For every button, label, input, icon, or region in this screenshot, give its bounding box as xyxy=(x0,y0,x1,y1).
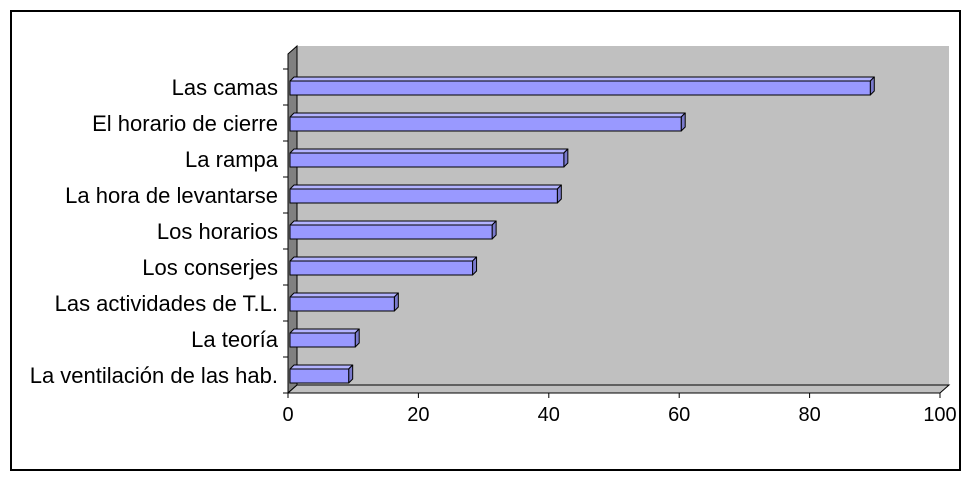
bar-top-face xyxy=(289,220,497,226)
bar-front-face xyxy=(289,296,395,312)
category-label: Las actividades de T.L. xyxy=(55,291,278,316)
bar xyxy=(289,328,360,348)
floor xyxy=(286,384,951,394)
bar-top-face xyxy=(289,364,354,370)
bar-end-face xyxy=(348,364,354,384)
bar-top-face xyxy=(289,292,399,298)
bar xyxy=(289,256,478,276)
bar-end-face xyxy=(354,328,360,348)
bar-end-face xyxy=(563,148,569,168)
x-tick-label: 0 xyxy=(282,404,293,426)
category-label: La teoría xyxy=(191,327,279,352)
bar-end-face xyxy=(472,256,478,276)
category-label: La hora de levantarse xyxy=(65,183,278,208)
bar-top-face xyxy=(289,112,686,118)
bar-top-face xyxy=(289,148,569,154)
bar xyxy=(289,112,686,132)
x-tick-label: 100 xyxy=(923,404,956,426)
bar xyxy=(289,292,399,312)
chart-area-border xyxy=(10,10,961,471)
bar xyxy=(289,184,562,204)
bar-end-face xyxy=(393,292,399,312)
bar-top-face xyxy=(289,76,875,82)
back-wall xyxy=(297,46,949,385)
bar-front-face xyxy=(289,260,474,276)
bar xyxy=(289,76,875,96)
x-tick-label: 40 xyxy=(538,404,560,426)
x-tick-label: 60 xyxy=(668,404,690,426)
category-label: Las camas xyxy=(172,75,278,100)
bar-top-face xyxy=(289,184,562,190)
bar-end-face xyxy=(491,220,497,240)
bar-front-face xyxy=(289,368,350,384)
bar-end-face xyxy=(556,184,562,204)
bar-top-face xyxy=(289,328,360,334)
bar-front-face xyxy=(289,152,565,168)
bar-front-face xyxy=(289,80,871,96)
x-tick-label: 80 xyxy=(798,404,820,426)
bar xyxy=(289,148,569,168)
bar xyxy=(289,364,354,384)
category-label: Los conserjes xyxy=(142,255,278,280)
bar-front-face xyxy=(289,224,493,240)
category-label: Los horarios xyxy=(157,219,278,244)
bar-front-face xyxy=(289,116,682,132)
category-label: El horario de cierre xyxy=(92,111,278,136)
bar-front-face xyxy=(289,332,356,348)
category-label: La ventilación de las hab. xyxy=(30,363,278,388)
x-tick-label: 20 xyxy=(407,404,429,426)
bar-end-face xyxy=(680,112,686,132)
category-label: La rampa xyxy=(185,147,279,172)
bar-top-face xyxy=(289,256,478,262)
bar-end-face xyxy=(869,76,875,96)
bar-front-face xyxy=(289,188,558,204)
bar xyxy=(289,220,497,240)
